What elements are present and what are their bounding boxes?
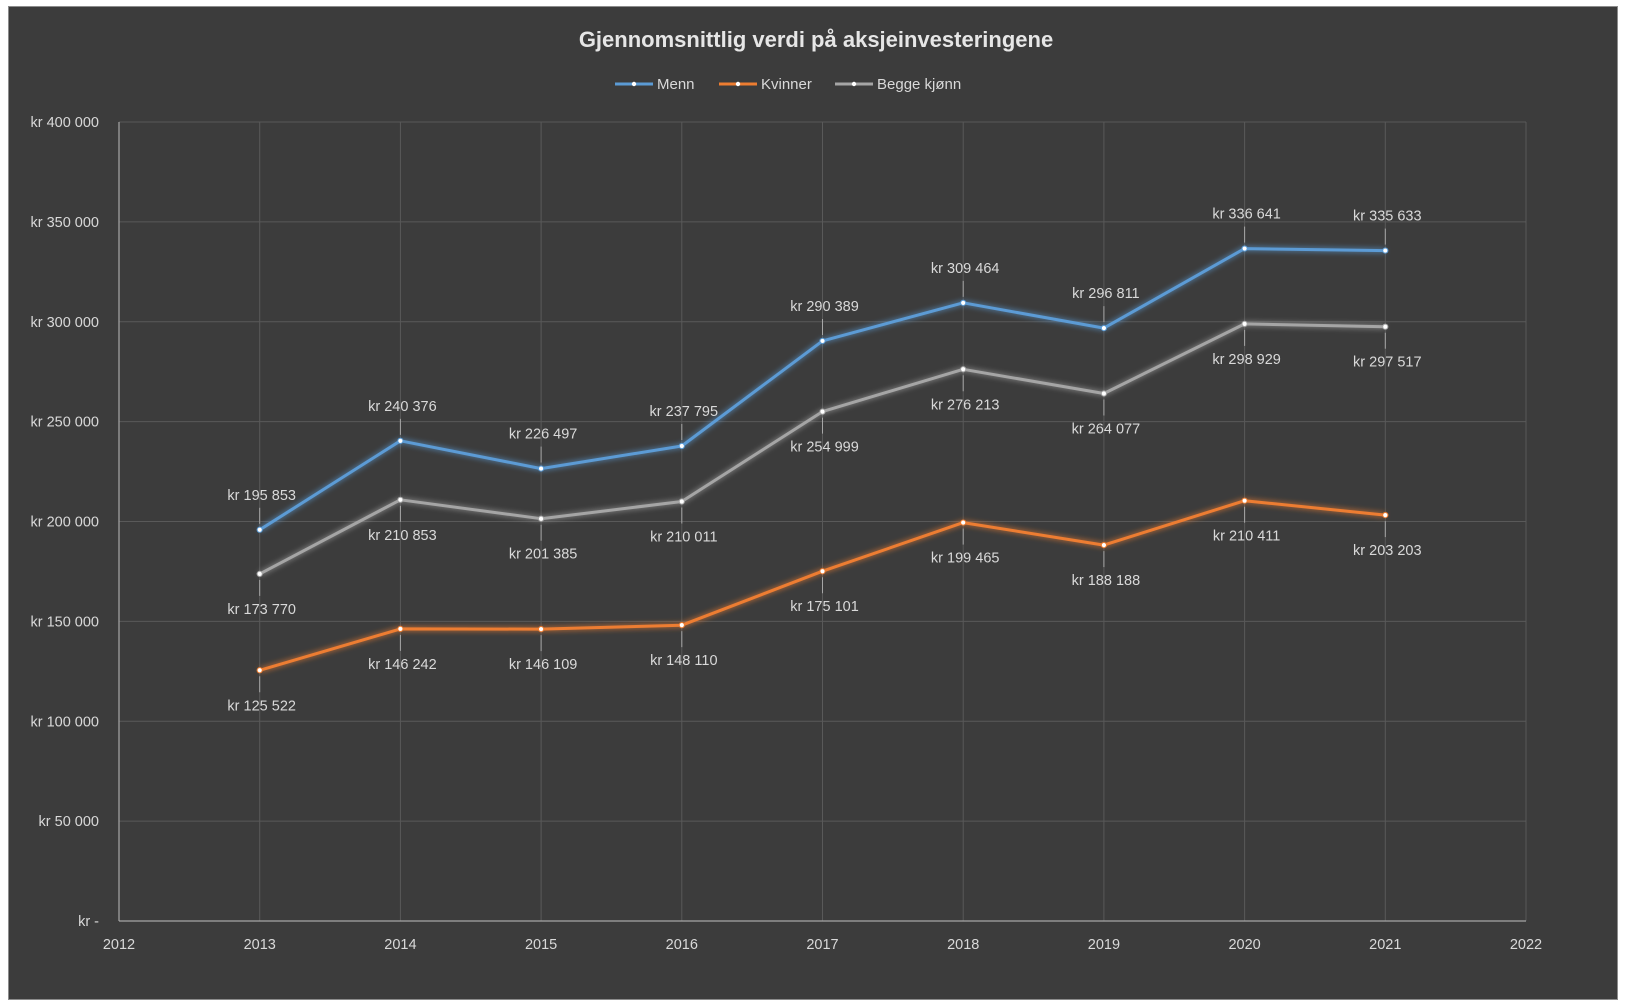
data-point [256,570,263,577]
data-label: kr 309 464 [931,261,1000,277]
x-tick-label: 2015 [525,937,557,953]
x-tick-label: 2021 [1369,937,1401,953]
y-tick-label: kr 250 000 [30,415,99,431]
y-tick-label: kr - [78,914,99,930]
data-point [678,442,685,450]
x-tick-label: 2017 [806,937,838,953]
data-label: kr 146 109 [509,657,578,673]
data-point [256,526,263,533]
x-tick-label: 2019 [1088,937,1120,953]
data-label: kr 203 203 [1353,543,1422,559]
data-label: kr 296 811 [1072,286,1139,302]
axes: kr - kr 50 000 kr 100 000 kr 150 000 kr 200 … [30,115,1542,953]
data-point [1241,497,1248,504]
y-tick-label: kr 200 000 [30,515,99,531]
data-label: kr 226 497 [509,427,578,443]
chart-frame: Gjennomsnittlig verdi på aksjeinvesterin… [8,6,1618,1000]
data-label: kr 290 389 [790,299,859,315]
data-label: kr 146 242 [368,657,437,673]
data-label: kr 125 522 [227,698,296,714]
data-label: kr 210 853 [368,528,437,544]
data-label: kr 298 929 [1212,352,1281,368]
x-tick-label: 2014 [384,937,416,953]
x-tick-label: 2012 [103,937,135,953]
series-group [256,245,1389,674]
x-tick-label: 2013 [244,937,276,953]
data-label: kr 175 101 [790,599,859,615]
data-point [1382,323,1389,330]
y-tick-label: kr 100 000 [30,714,99,730]
data-label: kr 264 077 [1072,422,1141,438]
data-point [397,625,404,632]
data-point [256,667,263,674]
y-tick-label: kr 150 000 [30,614,99,630]
data-label: kr 201 385 [509,547,578,563]
data-label: kr 210 411 [1213,529,1280,545]
chart-title: Gjennomsnittlig verdi på aksjeinvesterin… [579,27,1053,52]
data-point [1241,320,1248,327]
chart-svg: Gjennomsnittlig verdi på aksjeinvesterin… [30,27,1542,953]
data-label: kr 199 465 [931,551,1000,567]
data-point [1241,245,1248,252]
data-point [397,496,404,503]
data-labels: kr 195 853 kr 240 376 kr 226 497 kr 237 795… [227,207,1421,715]
data-point [538,515,545,522]
data-point [678,498,685,505]
data-label: kr 148 110 [650,653,717,669]
data-point [1382,247,1389,254]
data-label: kr 210 011 [650,530,717,546]
legend-label: Kvinner [761,76,812,93]
data-label: kr 297 517 [1353,355,1422,371]
data-point [1100,390,1108,397]
x-tick-label: 2018 [947,937,979,953]
data-point [960,299,967,306]
data-label: kr 237 795 [650,404,719,420]
grid-lines [119,121,1527,921]
legend-label: Menn [657,76,695,93]
data-label: kr 254 999 [790,440,859,456]
data-label: kr 173 770 [227,602,296,618]
data-point [1382,512,1389,519]
y-tick-label: kr 50 000 [39,814,99,830]
data-point [1100,541,1108,549]
data-point [960,519,967,526]
x-tick-label: 2020 [1228,937,1260,953]
legend-marker [631,81,637,87]
data-point [819,568,826,575]
x-tick-label: 2022 [1510,937,1542,953]
data-point [819,408,826,415]
data-point [1100,325,1108,332]
data-label: kr 335 633 [1353,209,1422,225]
x-tick-label: 2016 [666,937,698,953]
legend-marker [851,81,857,87]
data-point [819,337,826,345]
legend-label: Begge kjønn [877,76,961,93]
y-tick-label: kr 300 000 [30,315,99,331]
y-tick-label: kr 350 000 [30,215,99,231]
data-point [538,626,545,633]
y-tick-label: kr 400 000 [30,115,99,131]
legend: Menn Kvinner Begge kjønn [615,76,961,93]
data-label: kr 188 188 [1072,573,1141,589]
data-label: kr 240 376 [368,399,437,415]
data-label: kr 276 213 [931,397,1000,413]
data-label: kr 195 853 [227,488,296,504]
data-point [678,622,685,629]
data-label: kr 336 641 [1212,207,1281,223]
legend-marker [735,81,741,87]
data-point [960,366,967,373]
data-point [397,437,404,444]
data-point [538,465,545,472]
